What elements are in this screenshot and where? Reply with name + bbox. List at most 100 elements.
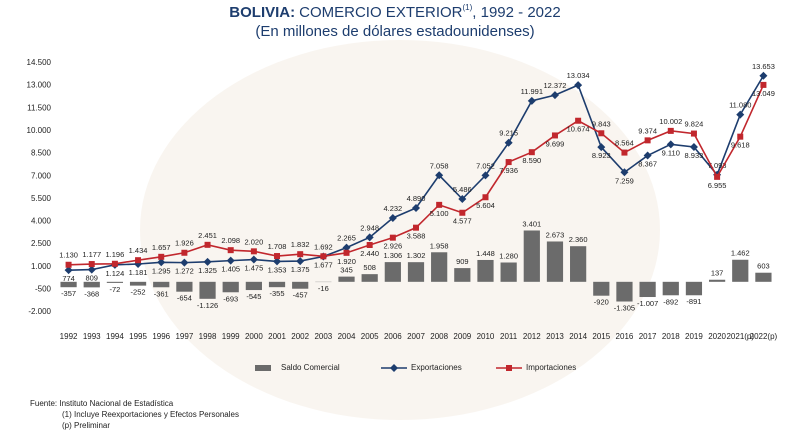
bar [546, 241, 564, 282]
marker [204, 241, 211, 248]
bar-label: -252 [131, 288, 146, 297]
point-label: 9.699 [546, 139, 565, 148]
marker [135, 257, 142, 264]
chart-title: BOLIVIA: COMERCIO EXTERIOR(1), 1992 - 202… [229, 3, 560, 21]
marker [249, 255, 258, 264]
point-label: 2.020 [244, 237, 263, 246]
point-label: 5.604 [476, 201, 495, 210]
marker [366, 241, 373, 248]
point-label: 2.926 [383, 242, 402, 251]
bar [570, 246, 587, 282]
marker [574, 81, 583, 90]
marker [551, 132, 558, 139]
x-tick-label: 2001 [268, 332, 286, 341]
y-tick-label: 13.000 [27, 81, 52, 90]
marker [435, 171, 444, 180]
title-sup: (1) [463, 3, 473, 12]
marker [550, 91, 559, 100]
legend-swatch [255, 365, 271, 371]
point-label: 13.049 [752, 89, 775, 98]
marker [759, 71, 768, 80]
marker [273, 257, 282, 266]
point-label: 10.674 [567, 125, 590, 134]
y-tick-label: -2.000 [28, 307, 51, 316]
bar-label: 2.360 [569, 235, 588, 244]
y-tick-label: 5.500 [31, 194, 52, 203]
x-tick-label: 1999 [222, 332, 240, 341]
x-tick-label: 2004 [338, 332, 356, 341]
point-label: 9.110 [662, 148, 680, 157]
y-tick-label: 2.500 [31, 239, 52, 248]
point-label: 10.002 [659, 117, 682, 126]
point-label: 8.923 [592, 151, 611, 160]
point-label: 3.588 [407, 232, 426, 241]
marker [459, 209, 466, 216]
point-label: 1.325 [198, 266, 217, 275]
point-label: 1.434 [129, 246, 148, 255]
bar-label: -1.007 [637, 299, 658, 308]
point-label: 7.259 [615, 176, 634, 185]
bar [384, 262, 401, 282]
bar-label: -920 [594, 298, 609, 307]
point-label: 7.052 [476, 161, 495, 170]
bar-label: 1.958 [430, 241, 449, 250]
marker [528, 149, 535, 156]
x-tick-label: 2022(p) [750, 332, 778, 341]
marker [342, 243, 351, 252]
x-tick-label: 1997 [175, 332, 193, 341]
bar-label: -654 [177, 294, 192, 303]
point-label: 8.933 [685, 151, 704, 160]
point-label: 1.677 [314, 260, 333, 269]
bar-label: -545 [246, 292, 261, 301]
marker [597, 143, 606, 152]
bar [407, 262, 425, 282]
marker [158, 253, 165, 260]
bar [292, 281, 309, 289]
bar-label: -892 [663, 297, 678, 306]
x-tick-label: 2016 [616, 332, 634, 341]
marker [620, 168, 629, 177]
marker [666, 140, 675, 149]
point-label: 9.215 [499, 129, 518, 138]
title-bold: BOLIVIA: [229, 4, 295, 21]
marker [157, 258, 166, 267]
marker [667, 127, 674, 134]
point-label: 1.475 [244, 264, 263, 273]
legend-marker [390, 364, 398, 372]
x-tick-label: 2018 [662, 332, 680, 341]
bar [106, 281, 124, 283]
x-tick-label: 2015 [592, 332, 610, 341]
point-label: 8.590 [522, 156, 541, 165]
point-label: 2.948 [360, 223, 379, 232]
marker [504, 138, 513, 147]
marker [714, 173, 721, 180]
x-tick-label: 2017 [639, 332, 657, 341]
bar-label: 603 [757, 262, 770, 271]
marker [87, 265, 96, 274]
point-label: 1.708 [268, 242, 287, 251]
legend-label: Importaciones [526, 363, 576, 372]
x-tick-label: 2011 [500, 332, 518, 341]
bar-label: 909 [456, 257, 469, 266]
point-label: 4.232 [383, 204, 402, 213]
marker [458, 195, 467, 204]
x-tick-label: 2021(p) [726, 332, 754, 341]
bar-label: 1.280 [499, 251, 518, 260]
marker [575, 117, 582, 124]
point-label: 1.832 [291, 240, 310, 249]
point-label: 809 [85, 274, 98, 283]
x-tick-label: 2006 [384, 332, 402, 341]
marker [181, 249, 188, 256]
bar [639, 281, 656, 298]
point-label: 6.955 [708, 181, 727, 190]
y-tick-label: 11.500 [27, 103, 51, 112]
point-label: 4.890 [407, 194, 426, 203]
marker [760, 81, 767, 88]
x-tick-label: 1998 [199, 332, 217, 341]
bar [708, 279, 726, 282]
bar-label: 1.302 [407, 251, 426, 260]
bar [593, 281, 610, 296]
point-label: 13.034 [567, 71, 590, 80]
marker [274, 253, 281, 260]
